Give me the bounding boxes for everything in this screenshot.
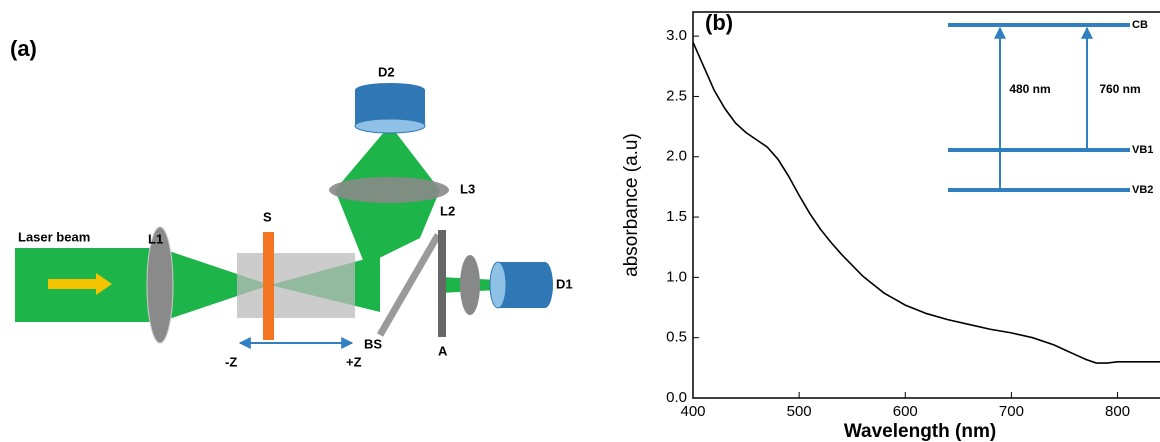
detector-d2-top bbox=[355, 83, 425, 97]
d2-label: D2 bbox=[378, 64, 395, 79]
laser-label: Laser beam bbox=[18, 229, 90, 244]
bs-label: BS bbox=[364, 336, 382, 351]
beam-to-d2 bbox=[335, 125, 440, 190]
minus-z-label: -Z bbox=[225, 354, 237, 369]
y-tick-label: 2.5 bbox=[666, 87, 687, 104]
level-label: CB bbox=[1132, 19, 1148, 31]
aperture-label: A bbox=[438, 343, 448, 358]
panel-label: (a) bbox=[10, 36, 37, 61]
y-tick-label: 3.0 bbox=[666, 27, 687, 44]
l1-label: L1 bbox=[148, 231, 163, 246]
transition-label: 760 nm bbox=[1099, 82, 1140, 96]
detector-d2-face bbox=[354, 118, 426, 134]
y-axis-label: absorbance (a.u) bbox=[621, 133, 642, 277]
setup-diagram: (a) Laser beam L1 S L2 L3 D2 D1 BS A -Z … bbox=[10, 36, 573, 370]
d1-label: D1 bbox=[556, 276, 573, 291]
plot-frame bbox=[692, 11, 1160, 399]
level-label: VB1 bbox=[1132, 144, 1153, 156]
plus-z-label: +Z bbox=[346, 354, 362, 369]
sample-region bbox=[237, 253, 355, 318]
x-tick-label: 700 bbox=[999, 403, 1024, 420]
level-label: VB2 bbox=[1132, 184, 1153, 196]
lens-l3 bbox=[329, 177, 449, 203]
y-tick-label: 0.5 bbox=[666, 329, 687, 346]
aperture bbox=[438, 230, 446, 337]
detector-d1-face bbox=[489, 261, 507, 309]
panel-label: (b) bbox=[705, 10, 733, 35]
x-axis-label: Wavelength (nm) bbox=[844, 421, 996, 442]
beam-splitter bbox=[376, 233, 442, 337]
data-line bbox=[692, 41, 1160, 364]
transition-label: 480 nm bbox=[1009, 82, 1050, 96]
y-tick-label: 0.0 bbox=[666, 389, 687, 406]
x-tick-label: 800 bbox=[1105, 403, 1130, 420]
x-tick-label: 400 bbox=[680, 403, 705, 420]
detector-d1-back bbox=[537, 262, 553, 308]
x-tick-label: 500 bbox=[787, 403, 812, 420]
l2-label: L2 bbox=[440, 203, 455, 218]
sample-label: S bbox=[263, 209, 272, 224]
lens-l2 bbox=[460, 255, 480, 315]
sample bbox=[263, 232, 274, 340]
x-tick-label: 600 bbox=[893, 403, 918, 420]
beam-converge bbox=[160, 248, 270, 322]
y-tick-label: 1.5 bbox=[666, 208, 687, 225]
beam-arrow bbox=[48, 273, 112, 295]
beam-reflected bbox=[335, 190, 440, 265]
l3-label: L3 bbox=[460, 181, 475, 196]
absorbance-chart: 0.0 0.5 1.0 1.5 2.0 2.5 3.0 400 500 600 700 800 Wave… bbox=[621, 10, 1160, 442]
y-tick-label: 1.0 bbox=[666, 268, 687, 285]
y-tick-label: 2.0 bbox=[666, 148, 687, 165]
lens-l1 bbox=[146, 226, 174, 344]
